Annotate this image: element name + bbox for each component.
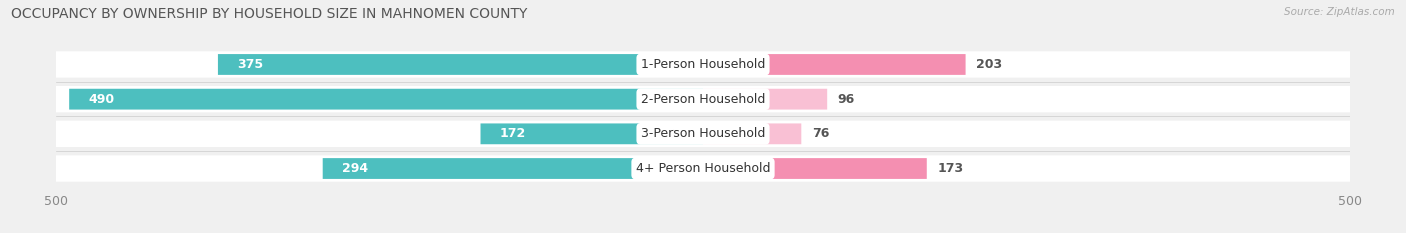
FancyBboxPatch shape	[323, 158, 703, 179]
Text: 1-Person Household: 1-Person Household	[641, 58, 765, 71]
Text: 490: 490	[89, 93, 115, 106]
FancyBboxPatch shape	[53, 155, 1353, 182]
FancyBboxPatch shape	[53, 86, 1353, 112]
Text: 375: 375	[238, 58, 263, 71]
FancyBboxPatch shape	[218, 54, 703, 75]
Text: 4+ Person Household: 4+ Person Household	[636, 162, 770, 175]
FancyBboxPatch shape	[53, 51, 1353, 78]
FancyBboxPatch shape	[481, 123, 703, 144]
Text: 172: 172	[501, 127, 526, 140]
Text: OCCUPANCY BY OWNERSHIP BY HOUSEHOLD SIZE IN MAHNOMEN COUNTY: OCCUPANCY BY OWNERSHIP BY HOUSEHOLD SIZE…	[11, 7, 527, 21]
Text: 203: 203	[976, 58, 1002, 71]
Text: 76: 76	[811, 127, 830, 140]
Text: 173: 173	[938, 162, 963, 175]
Text: 2-Person Household: 2-Person Household	[641, 93, 765, 106]
Text: Source: ZipAtlas.com: Source: ZipAtlas.com	[1284, 7, 1395, 17]
FancyBboxPatch shape	[703, 158, 927, 179]
FancyBboxPatch shape	[53, 121, 1353, 147]
FancyBboxPatch shape	[69, 89, 703, 110]
Text: 96: 96	[838, 93, 855, 106]
FancyBboxPatch shape	[703, 89, 827, 110]
Text: 294: 294	[342, 162, 368, 175]
FancyBboxPatch shape	[703, 54, 966, 75]
Text: 3-Person Household: 3-Person Household	[641, 127, 765, 140]
FancyBboxPatch shape	[703, 123, 801, 144]
